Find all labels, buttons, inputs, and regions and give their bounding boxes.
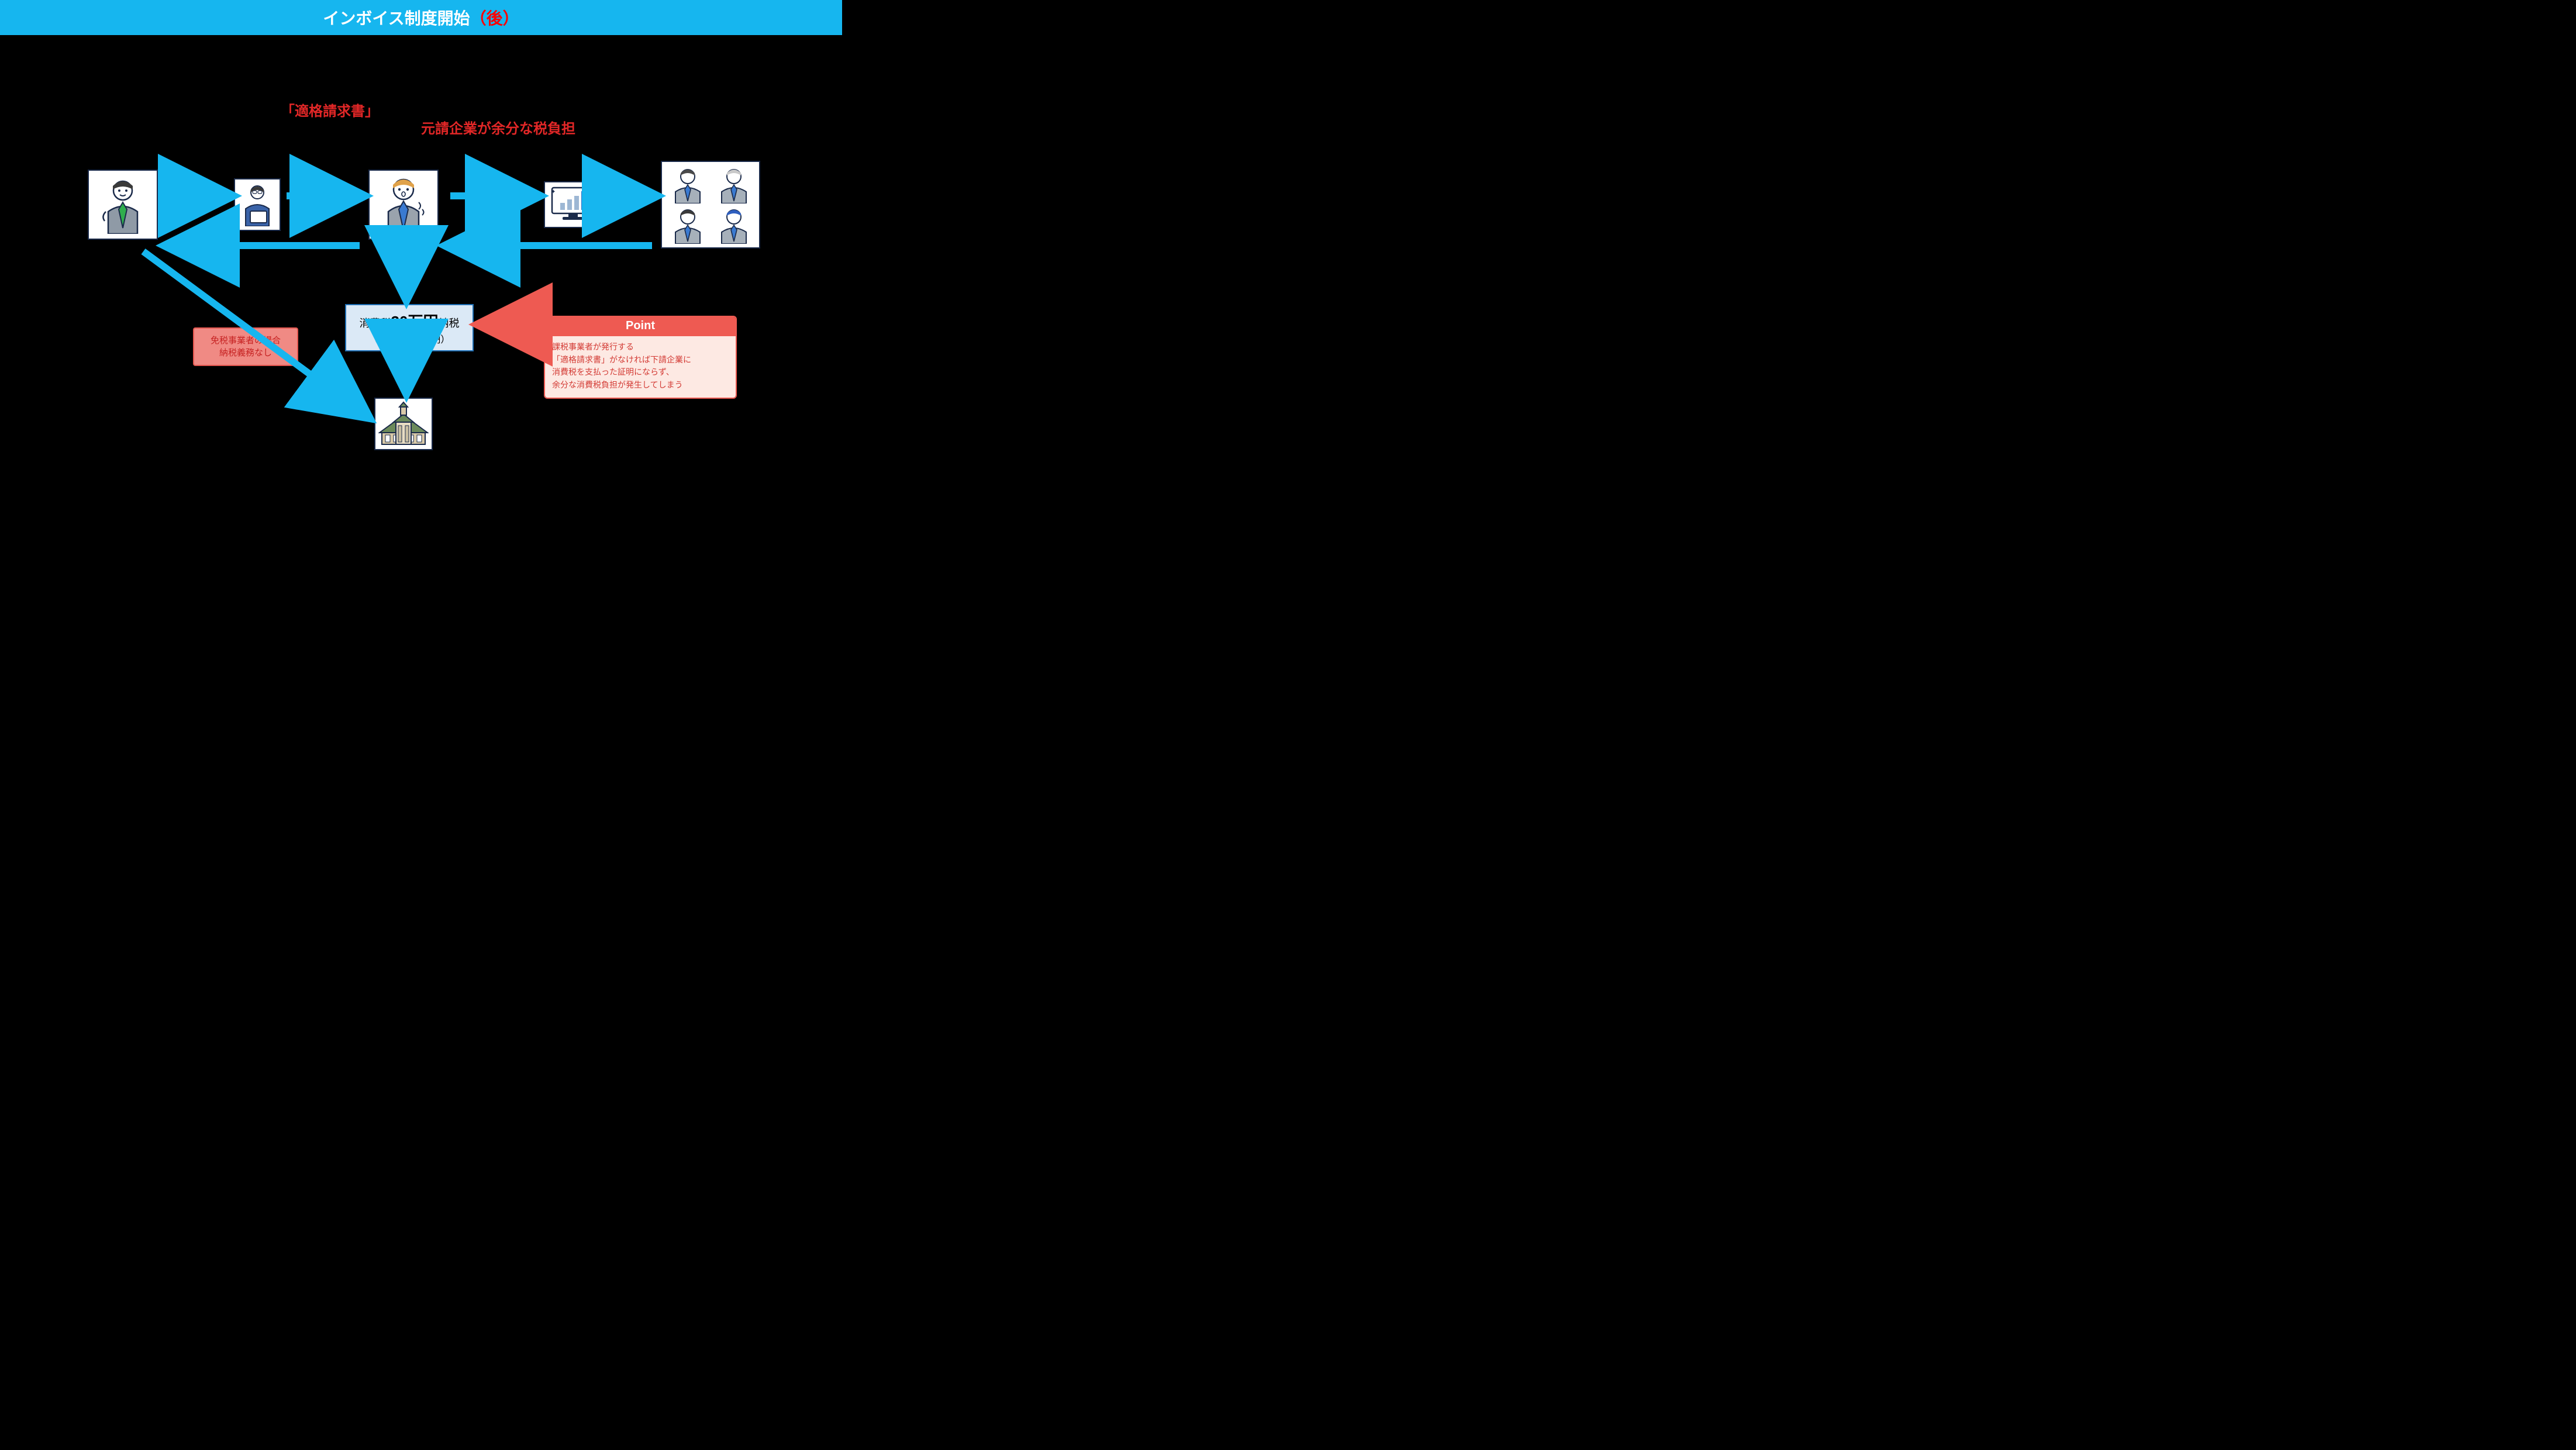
arrows-layer (0, 0, 842, 474)
diagram-stage: インボイス制度開始 （後） 「適格請求書」 元請企業が余分な税負担 (0, 0, 842, 474)
arrow-sub-to-gov (143, 251, 365, 415)
